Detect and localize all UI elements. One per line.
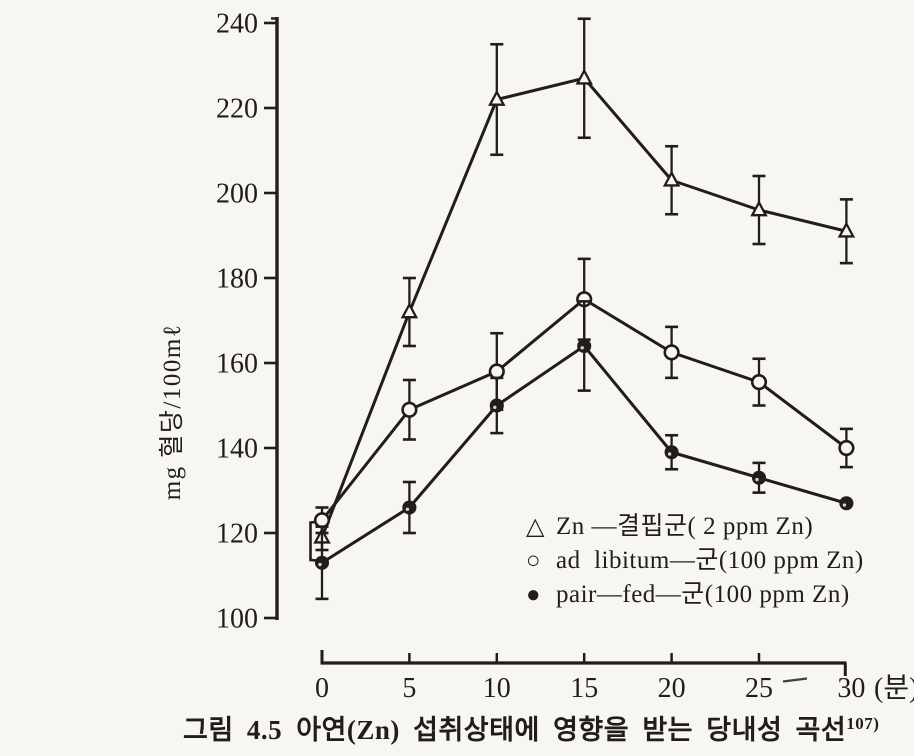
x-axis-unit-label: (분): [874, 673, 914, 704]
triangle-open-marker: [488, 89, 506, 106]
legend-label: ad libitum—군(100 ppm Zn): [556, 547, 864, 574]
triangle-open-marker-icon: △: [526, 514, 545, 540]
circle-filled-marker: [577, 338, 592, 354]
circle-filled-marker: [839, 496, 854, 511]
y-tick-label: 120: [216, 519, 258, 550]
triangle-open-marker: [575, 68, 593, 85]
legend-label: pair—fed—군(100 ppm Zn): [556, 581, 850, 608]
circle-open-marker: [401, 401, 418, 418]
series-pair-fed: [314, 300, 854, 601]
triangle-open-marker: [662, 170, 681, 187]
circle-open-marker: [663, 344, 680, 361]
x-tick-label: 15: [570, 673, 598, 704]
scan-artifact-dash: [782, 677, 808, 683]
circle-open-marker: [313, 512, 331, 529]
x-tick-label: 25: [745, 673, 773, 704]
y-tick-label: 240: [216, 9, 258, 40]
circle-open-marker: [750, 374, 768, 391]
y-axis: 100 120 140 160 180 200 220 240: [216, 9, 279, 635]
circle-filled-marker: [664, 445, 679, 460]
chart-legend: △ Zn —결핍군( 2 ppm Zn) ○ ad libitum—군(100 pp…: [526, 510, 864, 612]
triangle-open-marker: [750, 200, 768, 217]
circle-open-marker: [838, 439, 855, 457]
triangle-open-marker: [400, 302, 419, 319]
legend-item-zn-deficient: △ Zn —결핍군( 2 ppm Zn): [526, 510, 864, 544]
circle-filled-marker: [751, 470, 767, 485]
footnote-reference: 107): [846, 714, 880, 733]
figure-caption: 그림 4.5 아연(Zn) 섭취상태에 영향을 받는 당내성 곡선107): [183, 708, 879, 747]
legend-label: Zn —결핍군( 2 ppm Zn): [556, 513, 814, 540]
figure-number: 그림 4.5: [183, 715, 283, 745]
legend-item-pair-fed: ● pair—fed—군(100 ppm Zn): [526, 578, 864, 612]
circle-filled-marker-icon: ●: [526, 582, 541, 608]
legend-item-ad-libitum: ○ ad libitum—군(100 ppm Zn): [526, 544, 864, 578]
y-axis-label: mg 혈당/100mℓ: [159, 323, 186, 501]
x-tick-label: 30: [837, 673, 865, 704]
circle-open-marker: [488, 363, 505, 380]
figure-caption-text: 아연(Zn) 섭취상태에 영향을 받는 당내성 곡선: [296, 715, 847, 745]
x-tick-label: 0: [315, 673, 329, 704]
y-tick-label: 180: [216, 264, 258, 295]
y-tick-label: 140: [216, 434, 258, 465]
y-tick-label: 100: [216, 604, 258, 635]
circle-open-marker-icon: ○: [526, 548, 541, 574]
y-tick-label: 160: [216, 349, 258, 380]
triangle-open-marker: [837, 221, 856, 238]
x-tick-label: 20: [658, 673, 686, 704]
y-tick-label: 220: [216, 94, 258, 125]
x-axis: 0 5 10 15 20 25 30 (분): [315, 650, 914, 704]
circle-filled-marker: [314, 555, 330, 570]
y-tick-label: 200: [216, 179, 258, 210]
x-tick-label: 5: [402, 673, 416, 704]
circle-filled-marker: [489, 398, 504, 413]
circle-filled-marker: [402, 500, 417, 515]
x-tick-label: 10: [483, 673, 511, 704]
series-ad-libitum: [313, 257, 855, 535]
